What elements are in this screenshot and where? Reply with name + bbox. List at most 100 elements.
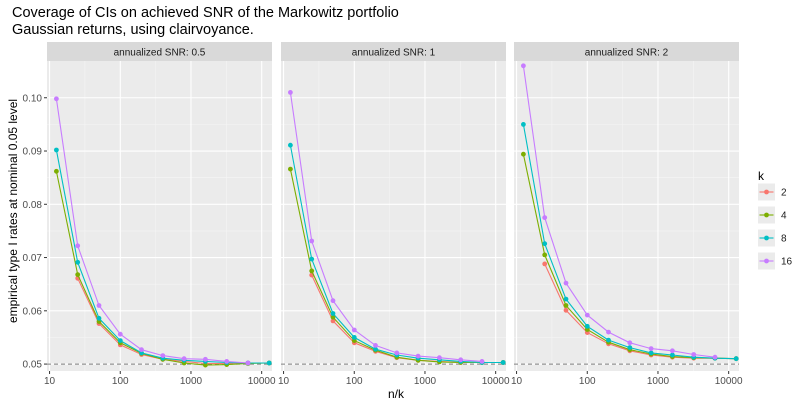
series-point-k8: [648, 350, 654, 356]
series-point-k4: [330, 314, 336, 320]
series-point-k8: [351, 335, 357, 340]
legend-label: 4: [781, 211, 787, 222]
facet-panels: annualized SNR: 0.5 annualized SNR: 1 annu…: [47, 42, 739, 371]
series-point-k16: [203, 356, 208, 362]
series-point-k8: [500, 360, 506, 365]
series-point-k4: [288, 166, 293, 172]
legend-item-k2: 2: [758, 183, 787, 201]
y-tick-label: 0.07: [23, 253, 43, 264]
facet-strip-label: annualized SNR: 2: [585, 48, 669, 59]
x-tick-label: 1000: [414, 376, 437, 387]
y-tick-label: 0.05: [23, 360, 43, 371]
series-point-k8: [627, 345, 633, 350]
series-point-k4: [75, 272, 81, 277]
series-point-k16: [139, 347, 144, 353]
series-point-k4: [542, 252, 548, 258]
axes: n/k empirical type I rates at nominal 0.…: [6, 93, 743, 401]
series-point-k16: [415, 353, 421, 359]
series-point-k16: [458, 357, 464, 363]
series-point-k8: [75, 259, 81, 265]
series-point-k16: [606, 329, 611, 335]
y-tick-label: 0.06: [23, 306, 43, 317]
series-point-k8: [606, 337, 611, 343]
series-point-k16: [521, 63, 526, 69]
series-point-k16: [75, 243, 81, 249]
facet-strip: [281, 42, 506, 61]
legend-item-k4: 4: [758, 206, 787, 224]
series-point-k4: [54, 168, 59, 174]
legend-item-k16: 16: [758, 252, 793, 270]
legend-label: 8: [781, 234, 787, 245]
panel-background: [47, 61, 272, 371]
series-point-k16: [96, 303, 102, 308]
x-tick-label: 1000: [180, 376, 203, 387]
series-point-k8: [309, 256, 315, 262]
series-line-k16: [289, 92, 483, 362]
series-point-k8: [670, 352, 675, 358]
facet-strip: [47, 42, 272, 61]
y-tick-label: 0.08: [23, 200, 43, 211]
facet-panel-1: annualized SNR: 0.5: [47, 42, 272, 371]
series-point-k16: [394, 350, 400, 356]
series-point-k8: [521, 122, 526, 127]
series-line-k16: [55, 98, 249, 364]
x-tick-label: 10: [278, 376, 290, 387]
series-point-k16: [691, 352, 697, 357]
series-point-k16: [563, 280, 569, 286]
series-point-k8: [373, 346, 378, 352]
series-point-k8: [117, 338, 123, 343]
series-point-k4: [203, 362, 208, 368]
legend-label: 16: [781, 257, 793, 268]
series-point-k4: [521, 151, 526, 157]
y-tick-label: 0.09: [23, 147, 43, 158]
series-point-k8: [54, 147, 59, 153]
chart-title-group: Coverage of CIs on achieved SNR of the M…: [12, 5, 399, 38]
legend-key-point: [764, 235, 769, 241]
y-tick-label: 0.10: [23, 93, 43, 104]
series-point-k16: [542, 215, 548, 221]
x-tick-label: 10: [44, 376, 56, 387]
legend-title: k: [758, 169, 765, 183]
series-point-k16: [648, 346, 654, 351]
series-line-k16: [522, 65, 716, 358]
series-point-k16: [117, 331, 123, 337]
legend-key-point: [764, 212, 769, 218]
series-point-k16: [627, 340, 633, 346]
series-point-k16: [224, 359, 230, 364]
series-point-k16: [584, 312, 590, 318]
series-point-k16: [245, 360, 251, 366]
x-tick-label: 10000: [248, 376, 276, 387]
x-tick-label: 10: [511, 376, 523, 387]
facet-strip-label: annualized SNR: 1: [352, 48, 436, 59]
series-point-k16: [54, 96, 59, 102]
x-tick-label: 100: [112, 376, 129, 387]
series-point-k8: [733, 356, 739, 362]
facet-panel-3: annualized SNR: 2: [514, 42, 739, 371]
series-point-k8: [266, 360, 272, 366]
chart-subtitle: Gaussian returns, using clairvoyance.: [12, 22, 254, 38]
series-point-k4: [309, 268, 315, 274]
series-point-k8: [330, 311, 336, 316]
series-point-k8: [96, 315, 102, 321]
x-tick-label: 100: [346, 376, 363, 387]
series-point-k4: [563, 303, 569, 308]
series-point-k8: [542, 241, 548, 247]
series-point-k16: [373, 343, 378, 348]
series-point-k16: [351, 327, 357, 333]
legend-key-point: [764, 189, 769, 195]
series-point-k8: [584, 323, 590, 329]
facet-strip: [514, 42, 739, 61]
series-point-k16: [712, 354, 718, 360]
series-point-k16: [181, 356, 187, 362]
series-point-k2: [563, 307, 569, 313]
series-point-k2: [542, 261, 548, 267]
series-point-k8: [563, 296, 569, 302]
series-point-k8: [288, 142, 293, 148]
x-tick-label: 10000: [715, 376, 743, 387]
legend-key-point: [764, 258, 769, 264]
x-tick-label: 1000: [647, 376, 670, 387]
legend-label: 2: [781, 188, 787, 199]
facet-strip-label: annualized SNR: 0.5: [114, 48, 206, 59]
series-point-k16: [309, 238, 315, 244]
